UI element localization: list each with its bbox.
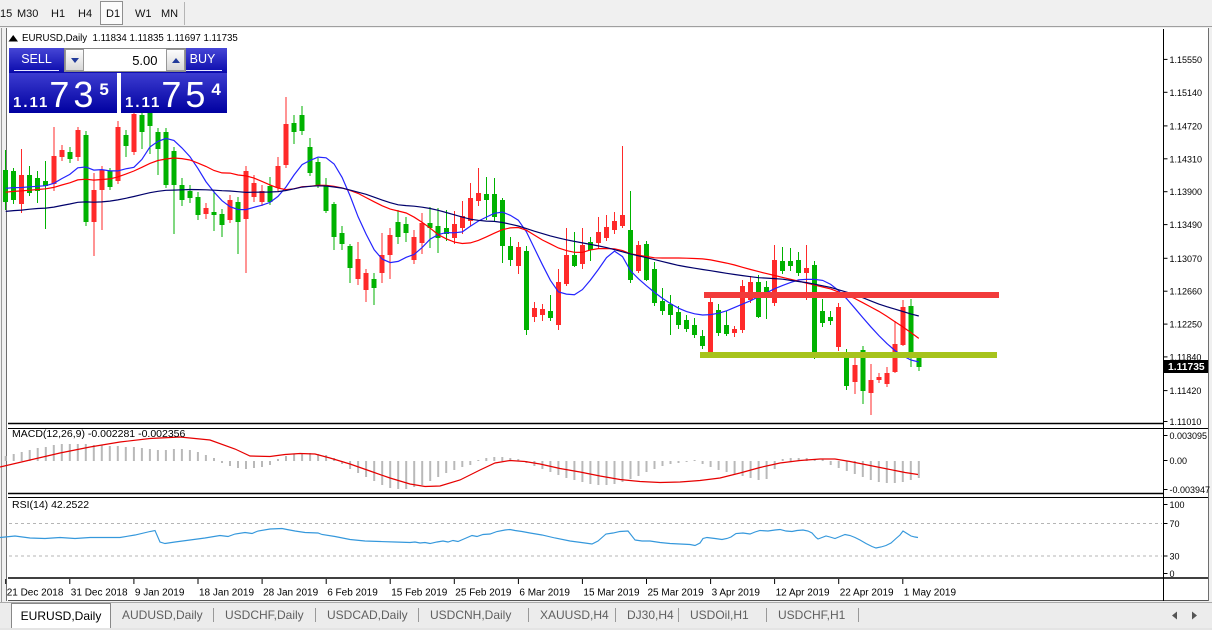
svg-text:1 May 2019: 1 May 2019 — [904, 588, 957, 599]
svg-text:1.13900: 1.13900 — [1170, 187, 1203, 197]
svg-text:1.13490: 1.13490 — [1170, 220, 1203, 230]
svg-text:0: 0 — [1170, 569, 1175, 579]
svg-text:1.15140: 1.15140 — [1170, 88, 1203, 98]
svg-text:1.11735: 1.11735 — [1168, 362, 1205, 373]
svg-text:3 Apr 2019: 3 Apr 2019 — [712, 588, 761, 599]
svg-text:22 Apr 2019: 22 Apr 2019 — [840, 588, 894, 599]
svg-text:1.14720: 1.14720 — [1170, 121, 1203, 131]
svg-text:-0.003947: -0.003947 — [1170, 485, 1211, 495]
svg-text:100: 100 — [1170, 500, 1185, 510]
svg-text:15 Feb 2019: 15 Feb 2019 — [391, 588, 448, 599]
svg-text:21 Dec 2018: 21 Dec 2018 — [7, 588, 64, 599]
svg-text:0.003095: 0.003095 — [1170, 431, 1208, 441]
svg-text:MACD(12,26,9) -0.002281 -0.002: MACD(12,26,9) -0.002281 -0.002356 — [12, 428, 186, 440]
svg-text:12 Apr 2019: 12 Apr 2019 — [776, 588, 830, 599]
svg-text:18 Jan 2019: 18 Jan 2019 — [199, 588, 254, 599]
svg-text:70: 70 — [1170, 519, 1180, 529]
svg-text:0.00: 0.00 — [1170, 456, 1188, 466]
svg-text:6 Feb 2019: 6 Feb 2019 — [327, 588, 378, 599]
svg-text:1.11420: 1.11420 — [1170, 386, 1202, 396]
svg-text:25 Feb 2019: 25 Feb 2019 — [455, 588, 512, 599]
svg-text:6 Mar 2019: 6 Mar 2019 — [519, 588, 570, 599]
svg-text:28 Jan 2019: 28 Jan 2019 — [263, 588, 318, 599]
svg-text:1.14310: 1.14310 — [1170, 154, 1203, 164]
svg-text:1.11840: 1.11840 — [1170, 352, 1202, 362]
svg-text:1.11010: 1.11010 — [1170, 417, 1202, 427]
svg-text:30: 30 — [1170, 552, 1180, 562]
svg-text:25 Mar 2019: 25 Mar 2019 — [648, 588, 705, 599]
svg-text:15 Mar 2019: 15 Mar 2019 — [583, 588, 640, 599]
svg-text:1.13070: 1.13070 — [1170, 254, 1203, 264]
svg-text:9 Jan 2019: 9 Jan 2019 — [135, 588, 185, 599]
svg-text:1.12660: 1.12660 — [1170, 287, 1203, 297]
svg-text:31 Dec 2018: 31 Dec 2018 — [71, 588, 128, 599]
svg-text:1.15550: 1.15550 — [1170, 55, 1203, 65]
svg-text:RSI(14) 42.2522: RSI(14) 42.2522 — [12, 499, 89, 511]
svg-text:1.12250: 1.12250 — [1170, 320, 1203, 330]
